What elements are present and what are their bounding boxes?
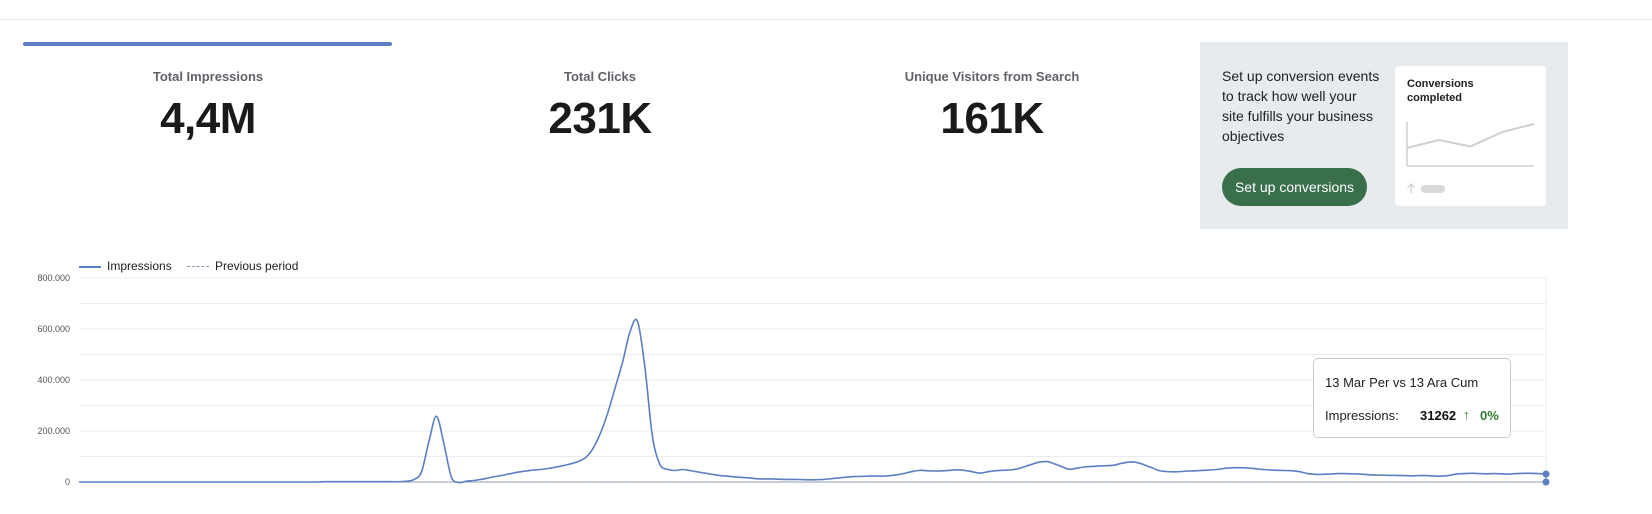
legend-label: Impressions (107, 259, 172, 273)
metric-label: Total Impressions (152, 69, 264, 84)
metric-value: 4,4M (160, 94, 256, 143)
metric-tab-unique-visitors[interactable]: Unique Visitors from Search 161K (842, 68, 1142, 144)
tooltip-title: 13 Mar Per vs 13 Ara Cum (1325, 375, 1479, 390)
impressions-series-line (79, 318, 1547, 484)
legend-item-impressions[interactable]: Impressions (79, 258, 172, 274)
tooltip-metric-label: Impressions: (1325, 408, 1399, 423)
legend-item-previous-period[interactable]: Previous period (187, 258, 298, 274)
top-divider (0, 19, 1652, 20)
legend-label: Previous period (215, 259, 299, 273)
sparkline-line (1406, 123, 1535, 149)
metric-label: Total Clicks (563, 69, 636, 84)
impressions-line-chart: 0 200.000 400.000 600.000 800.000 (37, 273, 1550, 487)
y-tick-label: 800.000 (37, 273, 70, 283)
conversion-promo-panel: Set up conversion events to track how we… (1200, 42, 1568, 229)
set-up-conversions-button[interactable]: Set up conversions (1222, 168, 1367, 206)
conversions-preview-card: Conversions completed (1395, 66, 1546, 206)
arrow-up-icon (1407, 183, 1415, 193)
tooltip-change: 0% (1480, 408, 1499, 423)
metric-label: Unique Visitors from Search (904, 69, 1080, 84)
metric-value: 231K (548, 94, 652, 143)
y-tick-label: 400.000 (37, 375, 70, 385)
y-tick-label: 200.000 (37, 426, 70, 436)
conversions-card-title: Conversions completed (1407, 78, 1474, 104)
y-tick-label: 600.000 (37, 324, 70, 334)
hover-point-previous (1542, 478, 1550, 486)
y-tick-label: 0 (65, 477, 70, 487)
metric-tab-total-clicks[interactable]: Total Clicks 231K (450, 68, 750, 144)
chart-tooltip: 13 Mar Per vs 13 Ara Cum Impressions: 31… (1313, 358, 1511, 438)
selected-tab-indicator (23, 42, 392, 46)
tooltip-value: 31262 (1420, 408, 1457, 423)
placeholder-pill (1421, 185, 1445, 193)
hover-point-current (1542, 470, 1550, 478)
conversion-promo-text: Set up conversion events to track how we… (1222, 68, 1380, 144)
metric-value: 161K (940, 94, 1044, 143)
conversions-sparkline (1406, 122, 1535, 193)
dashed-line-icon (187, 266, 209, 268)
metric-tab-total-impressions[interactable]: Total Impressions 4,4M (58, 68, 358, 144)
solid-line-icon (79, 265, 101, 268)
arrow-up-icon: ↑ (1463, 407, 1470, 422)
